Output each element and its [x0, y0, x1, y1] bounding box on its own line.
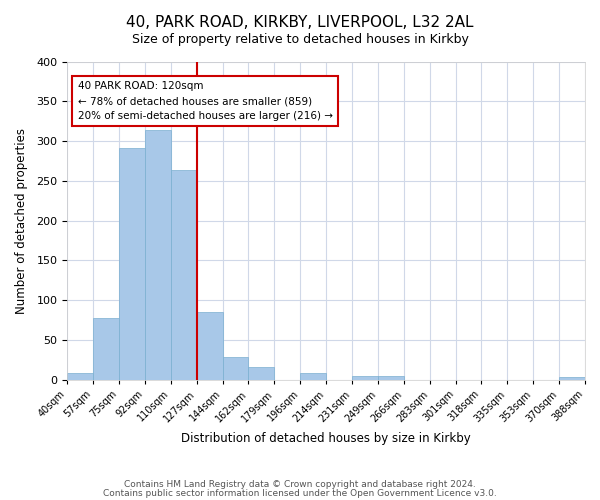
Text: Size of property relative to detached houses in Kirkby: Size of property relative to detached ho…: [131, 32, 469, 46]
Text: 40, PARK ROAD, KIRKBY, LIVERPOOL, L32 2AL: 40, PARK ROAD, KIRKBY, LIVERPOOL, L32 2A…: [126, 15, 474, 30]
Bar: [197, 312, 223, 380]
Bar: [559, 378, 585, 380]
Bar: [119, 148, 145, 380]
Bar: [93, 318, 119, 380]
Bar: [67, 374, 93, 380]
Bar: [223, 356, 248, 380]
Bar: [352, 376, 378, 380]
Y-axis label: Number of detached properties: Number of detached properties: [15, 128, 28, 314]
X-axis label: Distribution of detached houses by size in Kirkby: Distribution of detached houses by size …: [181, 432, 471, 445]
Text: 40 PARK ROAD: 120sqm
← 78% of detached houses are smaller (859)
20% of semi-deta: 40 PARK ROAD: 120sqm ← 78% of detached h…: [77, 82, 332, 121]
Bar: [145, 130, 171, 380]
Text: Contains HM Land Registry data © Crown copyright and database right 2024.: Contains HM Land Registry data © Crown c…: [124, 480, 476, 489]
Bar: [378, 376, 404, 380]
Text: Contains public sector information licensed under the Open Government Licence v3: Contains public sector information licen…: [103, 488, 497, 498]
Bar: [171, 170, 197, 380]
Bar: [248, 367, 274, 380]
Bar: [300, 374, 326, 380]
